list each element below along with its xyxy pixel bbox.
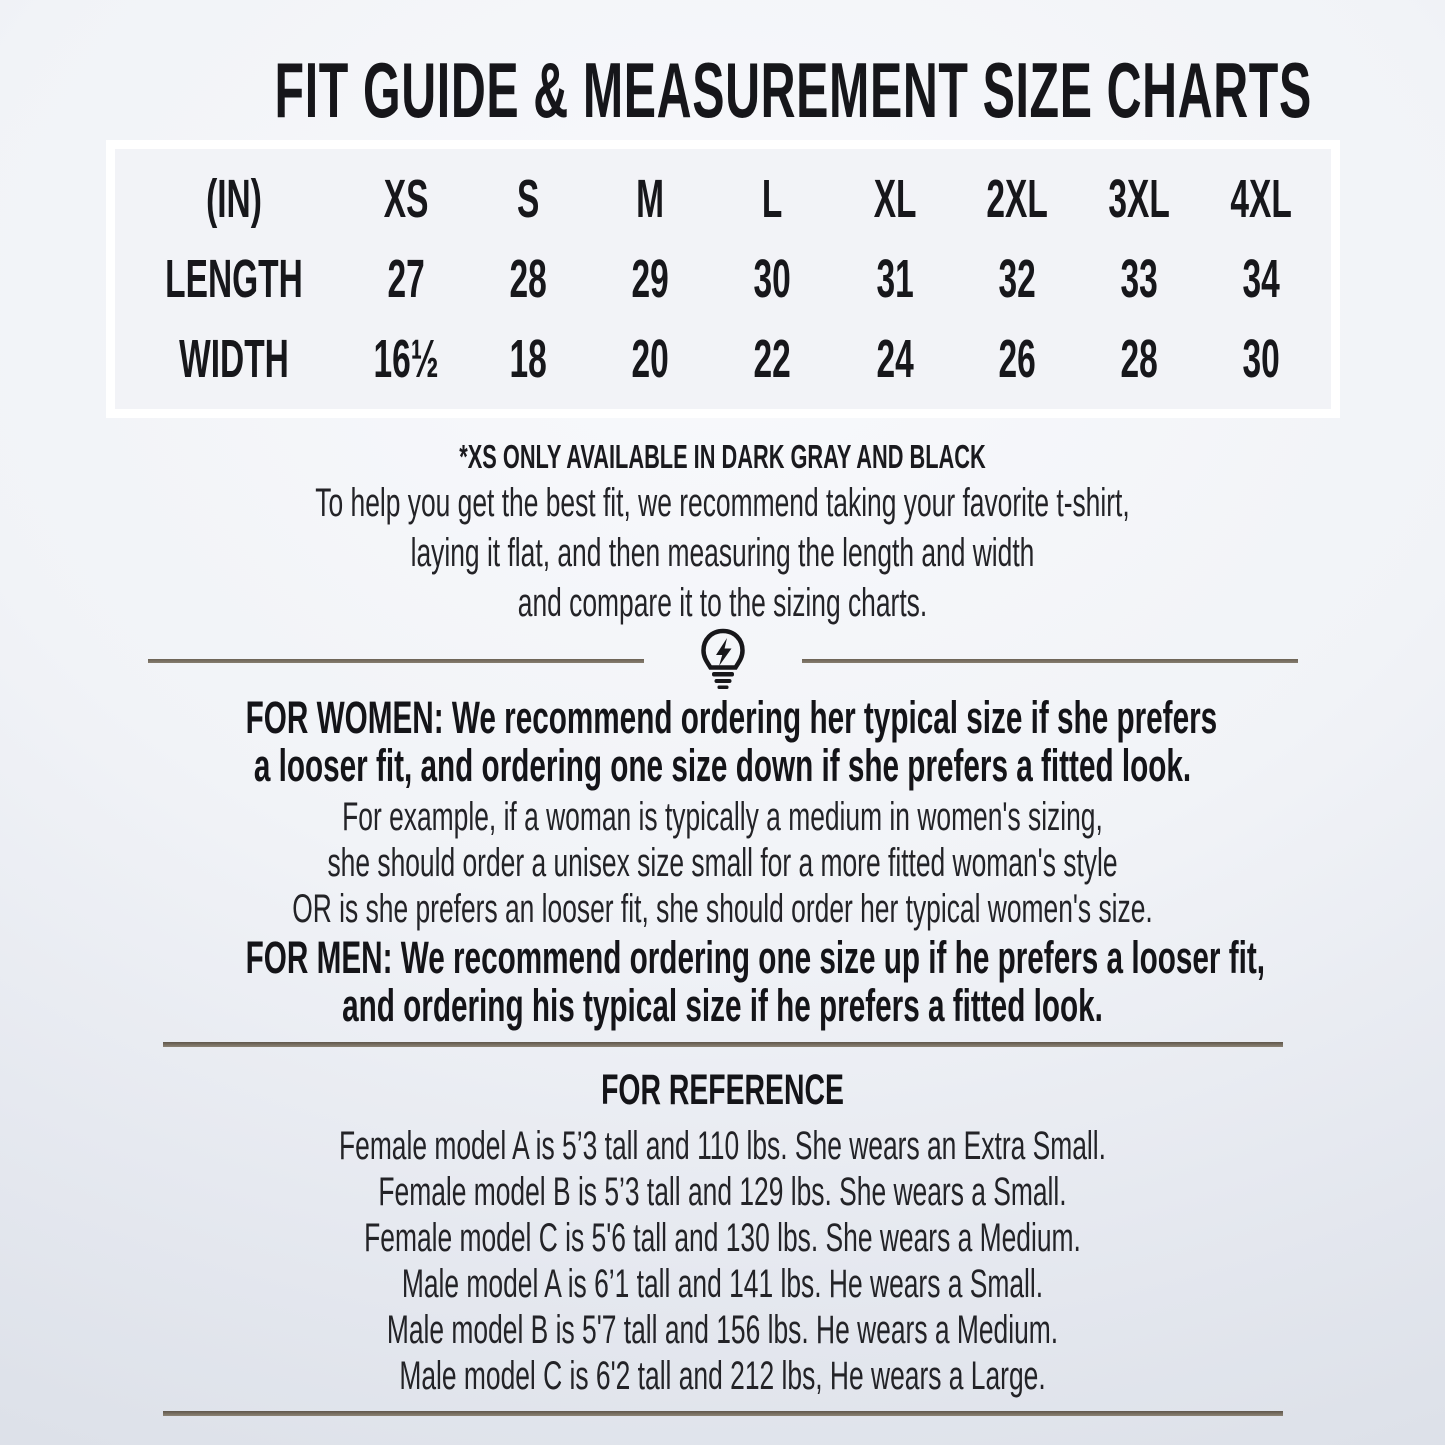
size-chart-table: (IN) XS S M L XL 2XL 3XL 4XL LENGTH 27 2… (105, 140, 1340, 418)
fit-tip-paragraph: To help you get the best fit, we recomme… (0, 478, 1445, 628)
model-reference-line: Female model A is 5’3 tall and 110 lbs. … (339, 1124, 1106, 1168)
width-row-label: WIDTH (178, 329, 289, 389)
length-value: 34 (1242, 249, 1280, 309)
length-value: 29 (631, 249, 669, 309)
size-header-l: L (762, 169, 783, 229)
length-value: 30 (753, 249, 791, 309)
model-reference-line: Female model C is 5'6 tall and 130 lbs. … (364, 1216, 1081, 1260)
length-row-label: LENGTH (164, 249, 303, 309)
model-reference-list: Female model A is 5’3 tall and 110 lbs. … (0, 1123, 1445, 1399)
size-header-2xl: 2XL (986, 169, 1048, 229)
for-women-recommendation: FOR WOMEN: We recommend ordering her typ… (0, 694, 1445, 790)
lightbulb-divider (147, 628, 1298, 694)
women-example-paragraph: For example, if a woman is typically a m… (0, 794, 1445, 932)
length-value: 33 (1120, 249, 1158, 309)
size-chart-grid: (IN) XS S M L XL 2XL 3XL 4XL LENGTH 27 2… (115, 149, 1331, 409)
size-header-xl: XL (873, 169, 917, 229)
width-value: 28 (1120, 329, 1158, 389)
size-header-4xl: 4XL (1230, 169, 1293, 229)
width-value: 18 (509, 329, 547, 389)
length-value: 27 (386, 249, 425, 309)
fit-tip-line: and compare it to the sizing charts. (517, 581, 928, 625)
model-reference-line: Male model A is 6’1 tall and 141 lbs. He… (401, 1262, 1044, 1306)
width-value: 24 (875, 329, 914, 389)
for-men-line: FOR MEN: We recommend ordering one size … (245, 932, 1265, 983)
size-header-3xl: 3XL (1108, 169, 1170, 229)
reference-heading: FOR REFERENCE (601, 1066, 844, 1114)
width-value: 16½ (373, 329, 439, 389)
width-value: 26 (998, 329, 1036, 389)
model-reference-line: Male model C is 6'2 tall and 212 lbs, He… (399, 1354, 1046, 1398)
unit-label: (IN) (205, 169, 262, 229)
length-value: 31 (875, 249, 914, 309)
divider-line-left (147, 659, 644, 663)
fit-tip-line: To help you get the best fit, we recomme… (315, 481, 1130, 525)
size-header-s: S (516, 169, 540, 229)
for-men-recommendation: FOR MEN: We recommend ordering one size … (0, 934, 1445, 1030)
length-value: 28 (509, 249, 547, 309)
size-header-m: M (636, 169, 665, 229)
length-value: 32 (998, 249, 1036, 309)
fit-tip-line: laying it flat, and then measuring the l… (410, 531, 1035, 575)
width-value: 22 (753, 329, 791, 389)
bottom-divider (162, 1411, 1283, 1416)
page-title: FIT GUIDE & MEASUREMENT SIZE CHARTS (274, 46, 1312, 134)
women-example-line: she should order a unisex size small for… (327, 841, 1118, 885)
model-reference-line: Female model B is 5’3 tall and 129 lbs. … (378, 1170, 1067, 1214)
size-header-xs: XS (383, 169, 428, 229)
section-divider (162, 1042, 1283, 1047)
width-value: 30 (1242, 329, 1280, 389)
women-example-line: For example, if a woman is typically a m… (342, 795, 1103, 839)
xs-availability-note: *XS ONLY AVAILABLE IN DARK GRAY AND BLAC… (459, 438, 986, 475)
divider-line-right (801, 659, 1298, 663)
width-value: 20 (631, 329, 669, 389)
women-example-line: OR is she prefers an looser fit, she sho… (292, 887, 1153, 931)
for-men-line: and ordering his typical size if he pref… (342, 980, 1103, 1031)
lightbulb-icon (700, 628, 745, 689)
for-women-line: FOR WOMEN: We recommend ordering her typ… (245, 692, 1218, 743)
model-reference-line: Male model B is 5'7 tall and 156 lbs. He… (386, 1308, 1059, 1352)
for-women-line: a looser fit, and ordering one size down… (253, 740, 1192, 791)
